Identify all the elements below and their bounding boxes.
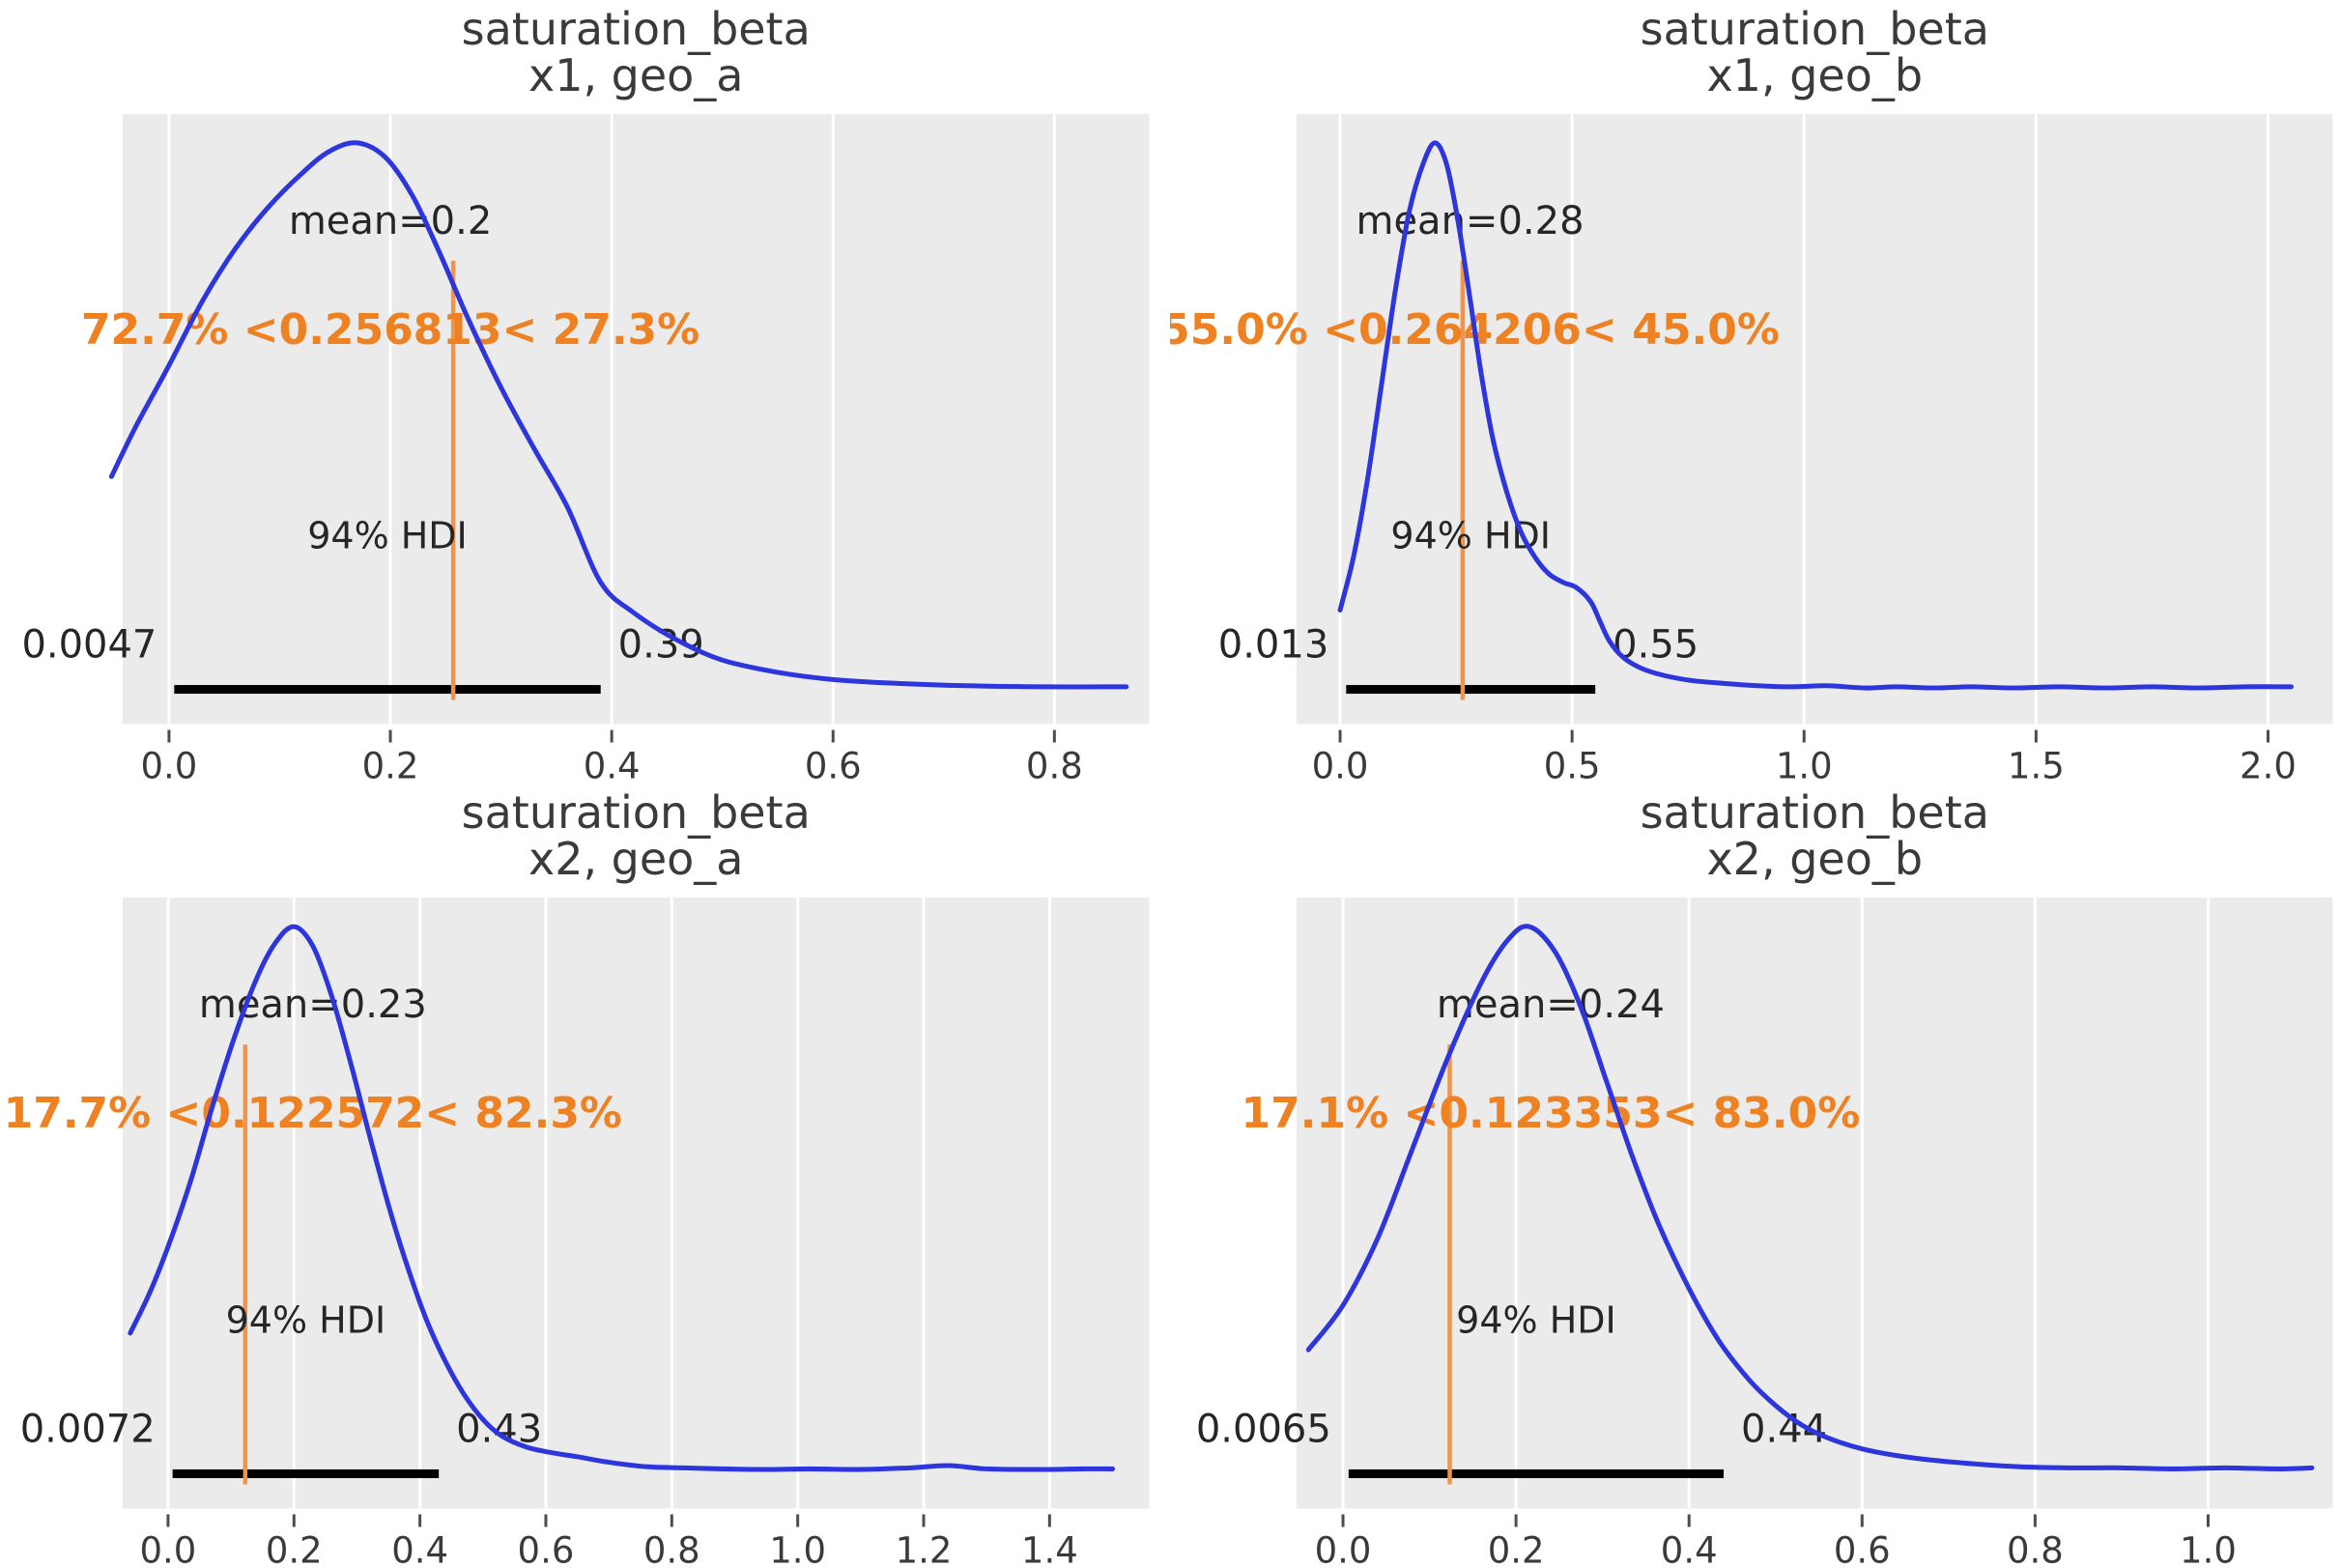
panel-title-line2: x2, geo_b: [1706, 833, 1923, 885]
x-tick-label: 0.2: [266, 1529, 323, 1568]
x-tick-label: 0.0: [140, 1529, 197, 1568]
panel-title-line1: saturation_beta: [1641, 3, 1989, 55]
plot-background: [1297, 113, 2333, 725]
hdi-probability-label: 94% HDI: [226, 1298, 386, 1341]
mean-label: mean=0.24: [1437, 983, 1665, 1027]
x-tick-label: 1.2: [896, 1529, 953, 1568]
panel-title-line2: x1, geo_a: [528, 49, 743, 101]
ref-value-label: 72.7% <0.256813< 27.3%: [81, 305, 699, 355]
hdi-probability-label: 94% HDI: [1390, 515, 1551, 557]
panel-title-line1: saturation_beta: [1641, 786, 1989, 839]
mean-label: mean=0.2: [289, 199, 492, 243]
hdi-probability-label: 94% HDI: [1456, 1298, 1616, 1341]
hdi-lower-value: 0.013: [1218, 623, 1329, 668]
panel-title-line2: x1, geo_b: [1706, 49, 1923, 101]
ref-value-label: 17.7% <0.122572< 82.3%: [4, 1089, 622, 1138]
x-tick-label: 0.8: [1026, 746, 1083, 784]
mean-label: mean=0.28: [1356, 199, 1584, 243]
x-tick-label: 0.8: [2007, 1529, 2064, 1568]
kde-curve: [1305, 924, 2315, 1471]
x-tick-label: 1.0: [769, 1529, 826, 1568]
kde-curve: [128, 924, 1116, 1472]
ref-value-label: 17.1% <0.123353< 83.0%: [1242, 1089, 1861, 1138]
hdi-bar: [1346, 685, 1596, 695]
x-tick-label: 0.6: [1834, 1529, 1891, 1568]
panel-x2-geo-a: 0.0 0.2 0.4 0.6 0.8 1.0 1.2 1.4 saturation_beta x…: [0, 784, 1170, 1568]
x-tick-label: 1.5: [2008, 746, 2065, 784]
kde-curve: [1337, 140, 2294, 691]
x-tick-label: 0.5: [1544, 746, 1601, 784]
panel-svg-x2-geo-a: 0.0 0.2 0.4 0.6 0.8 1.0 1.2 1.4 saturation_betax…: [4, 786, 1150, 1568]
hdi-lower-value: 0.0047: [21, 623, 157, 668]
kde-curve: [108, 140, 1129, 690]
x-tick-label: 0.8: [643, 1529, 700, 1568]
x-tick-label: 0.2: [1488, 1529, 1545, 1568]
hdi-bar: [1348, 1468, 1725, 1478]
hdi-lower-value: 0.0072: [20, 1407, 156, 1451]
x-tick-label: 0.4: [584, 746, 641, 784]
panel-title-line1: saturation_beta: [462, 786, 811, 839]
mean-label: mean=0.23: [199, 983, 427, 1027]
panel-title-line1: saturation_beta: [462, 3, 811, 55]
hdi-bar: [172, 1468, 440, 1478]
hdi-probability-label: 94% HDI: [307, 515, 467, 557]
plot-background: [122, 113, 1150, 725]
x-tick-label: 0.0: [1315, 1529, 1372, 1568]
x-tick-label: 2.0: [2240, 746, 2297, 784]
x-tick-label: 0.4: [391, 1529, 448, 1568]
hdi-lower-value: 0.0065: [1196, 1407, 1331, 1451]
x-tick-label: 0.4: [1661, 1529, 1718, 1568]
plot-background: [1297, 898, 2333, 1509]
x-tick-label: 0.0: [141, 746, 198, 784]
x-tick-label: 1.4: [1021, 1529, 1078, 1568]
x-tick-label: 1.0: [2180, 1529, 2237, 1568]
x-tick-label: 0.6: [518, 1529, 575, 1568]
x-tick-label: 0.2: [362, 746, 419, 784]
panel-x2-geo-b: 0.0 0.2 0.4 0.6 0.8 1.0 saturation_beta x2, geo…: [1170, 784, 2341, 1568]
x-tick-label: 0.6: [805, 746, 862, 784]
x-tick-label: 1.0: [1776, 746, 1833, 784]
panel-title-line2: x2, geo_a: [528, 833, 743, 885]
hdi-upper-value: 0.43: [456, 1407, 542, 1451]
hdi-bar: [174, 685, 601, 695]
x-tick-label: 0.0: [1312, 746, 1369, 784]
